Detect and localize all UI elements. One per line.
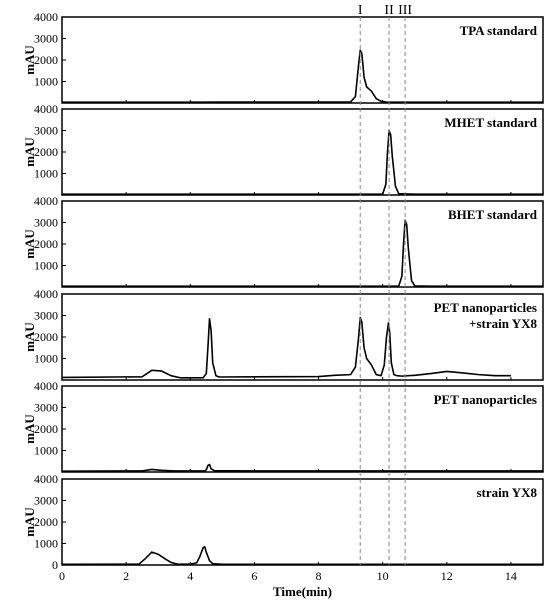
y-axis-label: mAU — [22, 229, 37, 259]
y-tick-label: 0 — [52, 558, 58, 572]
x-tick-label: 14 — [505, 569, 517, 583]
panel-title: BHET standard — [448, 207, 538, 222]
series-line — [61, 545, 543, 566]
y-axis-label: mAU — [22, 45, 37, 75]
panel-title: MHET standard — [444, 115, 537, 130]
y-tick-label: 4000 — [34, 194, 58, 208]
x-tick-label: 10 — [377, 569, 389, 583]
y-tick-label: 1000 — [34, 444, 58, 458]
series-line — [61, 316, 511, 379]
y-tick-label: 2000 — [34, 330, 58, 344]
panel-title: PET nanoparticles — [434, 300, 537, 315]
y-tick-label: 4000 — [34, 102, 58, 116]
y-tick-label: 1000 — [34, 352, 58, 366]
y-tick-label: 4000 — [34, 379, 58, 393]
x-tick-label: 4 — [187, 569, 193, 583]
y-tick-label: 2000 — [34, 53, 58, 67]
y-axis-label: mAU — [22, 507, 37, 537]
marker-label: II — [384, 3, 394, 18]
series-line — [61, 463, 543, 472]
marker-label: III — [398, 3, 412, 18]
series-line — [62, 219, 543, 287]
y-tick-label: 1000 — [34, 259, 58, 273]
y-tick-label: 4000 — [34, 10, 58, 24]
y-tick-label: 3000 — [34, 494, 58, 508]
panel-title: PET nanoparticles — [434, 392, 537, 407]
y-tick-label: 1000 — [34, 75, 58, 89]
y-tick-label: 2000 — [34, 515, 58, 529]
panel-title: TPA standard — [460, 23, 538, 38]
y-tick-label: 3000 — [34, 309, 58, 323]
y-tick-label: 3000 — [34, 124, 58, 138]
y-tick-label: 4000 — [34, 472, 58, 486]
panel-title: +strain YX8 — [469, 316, 537, 331]
y-axis-label: mAU — [22, 322, 37, 352]
series-line — [62, 49, 543, 103]
series-line — [62, 129, 543, 195]
y-tick-label: 3000 — [34, 216, 58, 230]
panel-frame — [61, 478, 544, 566]
y-tick-label: 4000 — [34, 287, 58, 301]
y-axis-label: mAU — [22, 137, 37, 167]
marker-label: I — [358, 3, 363, 18]
x-tick-label: 6 — [251, 569, 257, 583]
y-tick-label: 1000 — [34, 167, 58, 181]
y-axis-label: mAU — [22, 414, 37, 444]
x-tick-label: 2 — [123, 569, 129, 583]
y-tick-label: 2000 — [34, 237, 58, 251]
x-tick-label: 8 — [316, 569, 322, 583]
y-tick-label: 3000 — [34, 401, 58, 415]
x-axis-label: Time(min) — [273, 584, 332, 599]
y-tick-label: 3000 — [34, 32, 58, 46]
x-tick-label: 12 — [441, 569, 453, 583]
x-tick-label: 0 — [59, 569, 65, 583]
y-tick-label: 2000 — [34, 422, 58, 436]
y-tick-label: 2000 — [34, 145, 58, 159]
panel-title: strain YX8 — [476, 485, 537, 500]
y-tick-label: 1000 — [34, 537, 58, 551]
